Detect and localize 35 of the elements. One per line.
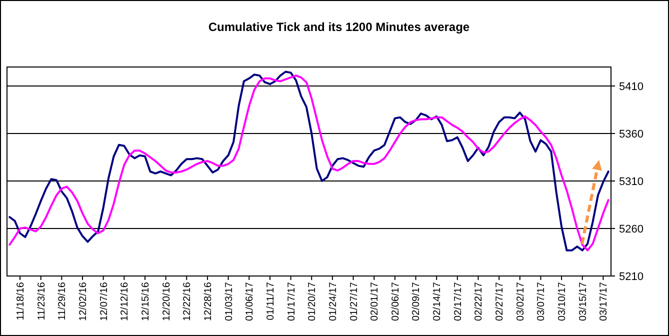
x-tick-label: 02/17/17 (452, 282, 464, 321)
x-tick-label: 01/17/17 (286, 282, 298, 321)
y-tick-label: 5260 (619, 223, 644, 236)
x-tick-label: 02/01/17 (370, 282, 381, 321)
x-tick-label: 03/02/17 (515, 282, 526, 321)
x-tick-label: 03/15/17 (578, 282, 589, 321)
x-tick-label: 02/14/17 (432, 282, 444, 321)
x-tick-label: 12/28/16 (202, 282, 214, 321)
x-tick-label: 02/27/17 (494, 282, 506, 321)
x-tick-label: 11/23/16 (36, 282, 48, 320)
x-tick-label: 12/02/16 (78, 282, 89, 321)
x-tick-label: 01/24/17 (328, 282, 339, 321)
x-tick-label: 01/06/17 (244, 282, 256, 321)
y-tick-label: 5360 (619, 128, 644, 140)
y-tick-label: 5410 (619, 80, 644, 93)
x-tick-label: 03/17/17 (598, 282, 610, 321)
x-tick-label: 02/22/17 (474, 282, 485, 321)
x-tick-label: 11/18/16 (16, 282, 27, 320)
x-tick-label: 12/07/16 (98, 282, 110, 321)
x-tick-label: 02/09/17 (411, 282, 422, 321)
chart-title: Cumulative Tick and its 1200 Minutes average (208, 20, 470, 34)
x-tick-label: 11/29/16 (57, 282, 68, 320)
x-tick-label: 01/11/17 (265, 282, 276, 320)
x-tick-label: 12/15/16 (140, 282, 152, 321)
x-tick-label: 03/07/17 (536, 282, 548, 321)
x-tick-label: 01/27/17 (348, 282, 360, 321)
x-tick-label: 01/20/17 (307, 282, 318, 321)
x-tick-label: 12/20/16 (161, 282, 172, 321)
x-tick-label: 02/06/17 (390, 282, 402, 321)
x-tick-label: 03/10/17 (557, 282, 568, 321)
y-tick-label: 5310 (619, 176, 644, 188)
x-tick-label: 01/03/17 (224, 282, 235, 321)
x-tick-label: 12/12/16 (120, 282, 131, 321)
x-tick-label: 12/22/16 (182, 282, 194, 321)
y-tick-label: 5210 (619, 270, 644, 283)
